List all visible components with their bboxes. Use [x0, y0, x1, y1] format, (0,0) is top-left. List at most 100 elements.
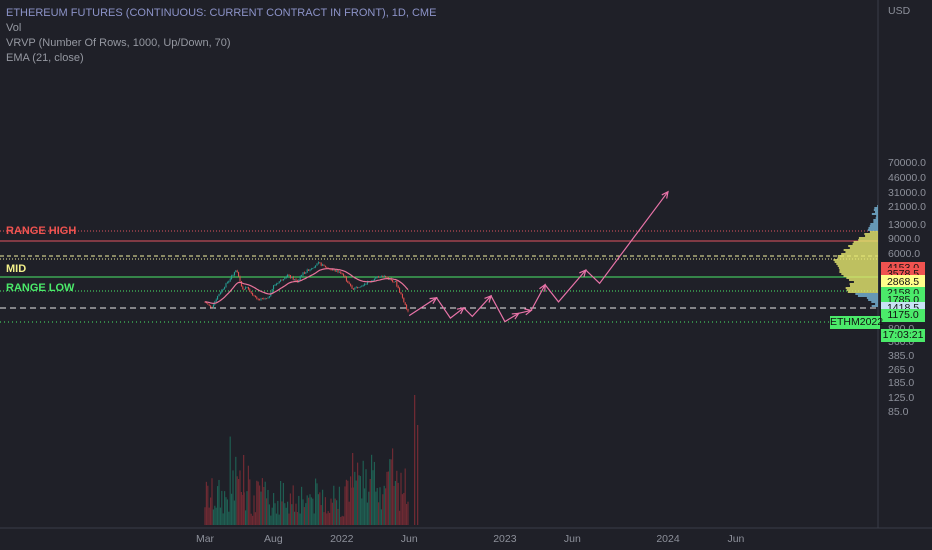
profile-bar: [839, 271, 878, 273]
volume-bar: [316, 483, 318, 525]
volume-bar: [319, 492, 321, 525]
candle-body: [383, 275, 385, 277]
candle-body: [336, 270, 338, 272]
candle-body: [232, 274, 234, 276]
y-tick-label: 85.0: [888, 406, 909, 419]
profile-bar: [834, 261, 878, 263]
volume-bar: [347, 480, 349, 525]
volume-bar: [299, 513, 301, 525]
volume-bar: [292, 485, 294, 525]
profile-bar: [846, 277, 878, 279]
volume-bar: [329, 512, 331, 525]
profile-bar: [871, 305, 878, 307]
volume-bar: [345, 479, 347, 525]
volume-bar: [371, 454, 373, 525]
volume-bar: [240, 491, 242, 525]
x-tick-label: Aug: [264, 533, 283, 545]
volume-bar: [305, 503, 307, 525]
volume-bar: [250, 513, 252, 525]
profile-bar: [876, 215, 878, 217]
candle-body: [224, 287, 226, 289]
candle-body: [320, 263, 322, 266]
candle-body: [261, 298, 263, 300]
candle-body: [326, 267, 328, 269]
profile-bar: [868, 227, 878, 229]
x-tick-label: 2023: [493, 533, 517, 545]
candle-body: [358, 287, 360, 289]
volume-bar: [387, 471, 389, 525]
range-low-label: RANGE LOW: [6, 282, 75, 294]
volume-bar: [226, 499, 228, 525]
volume-bar: [212, 509, 214, 525]
candle-body: [264, 298, 266, 300]
symbol-tag: ETHM2022: [830, 316, 884, 329]
volume-bar: [303, 507, 305, 525]
candle-body: [385, 275, 387, 277]
volume-bar: [407, 501, 409, 525]
candle-body: [341, 273, 343, 275]
candle-body: [337, 270, 339, 273]
volume-bar: [352, 453, 354, 525]
candle-body: [275, 283, 277, 286]
candle-body: [250, 291, 252, 293]
volume-bar: [309, 494, 311, 525]
profile-bar: [866, 297, 878, 299]
volume-bar: [252, 515, 254, 525]
volume-bar: [361, 498, 363, 525]
y-tick-label: 13000.0: [888, 219, 926, 232]
volume-bar: [218, 479, 220, 525]
candle-body: [226, 282, 228, 284]
profile-bar: [848, 245, 878, 247]
volume-bar: [243, 455, 245, 525]
profile-bar: [858, 237, 878, 239]
candle-body: [348, 282, 350, 284]
candle-body: [312, 267, 314, 269]
currency-label: USD: [888, 5, 911, 17]
volume-bar: [270, 515, 272, 525]
volume-bar: [263, 486, 265, 525]
volume-bar: [320, 505, 322, 525]
range-high-label: RANGE HIGH: [6, 225, 77, 237]
volume-bar: [357, 462, 359, 525]
volume-bar: [249, 479, 251, 525]
volume-bar: [219, 507, 221, 525]
x-tick-label: Mar: [195, 533, 215, 545]
arrowhead: [429, 296, 438, 305]
candle-body: [219, 292, 221, 295]
candle-body: [217, 296, 219, 300]
candle-body: [334, 269, 336, 272]
candle-body: [278, 281, 280, 284]
volume-bar: [222, 513, 224, 525]
candle-body: [263, 298, 265, 300]
volume-bar: [394, 480, 396, 525]
volume-bar: [368, 491, 370, 525]
volume-bar: [308, 497, 310, 525]
profile-bar: [869, 231, 878, 233]
candle-body: [403, 297, 405, 303]
volume-bar: [404, 468, 406, 525]
volume-bar: [211, 478, 213, 525]
volume-bar: [288, 513, 290, 525]
profile-bar: [838, 267, 878, 269]
volume-bar: [277, 500, 279, 525]
volume-bar: [217, 486, 219, 525]
volume-bar: [403, 492, 405, 525]
profile-bar: [849, 279, 878, 281]
profile-bar: [843, 275, 878, 277]
candle-body: [229, 278, 231, 281]
candle-body: [407, 308, 409, 312]
volume-bar: [205, 481, 207, 525]
candle-body: [260, 298, 262, 300]
volume-bar: [208, 507, 210, 525]
candle-body: [354, 287, 356, 290]
candle-body: [308, 269, 310, 271]
candle-body: [247, 286, 249, 290]
volume-bar: [337, 508, 339, 525]
volume-bar: [350, 476, 352, 525]
candle-body: [245, 287, 247, 290]
volume-bar: [215, 507, 217, 525]
volume-bar: [282, 482, 284, 525]
price-candles: [204, 261, 409, 313]
candle-body: [267, 297, 269, 299]
